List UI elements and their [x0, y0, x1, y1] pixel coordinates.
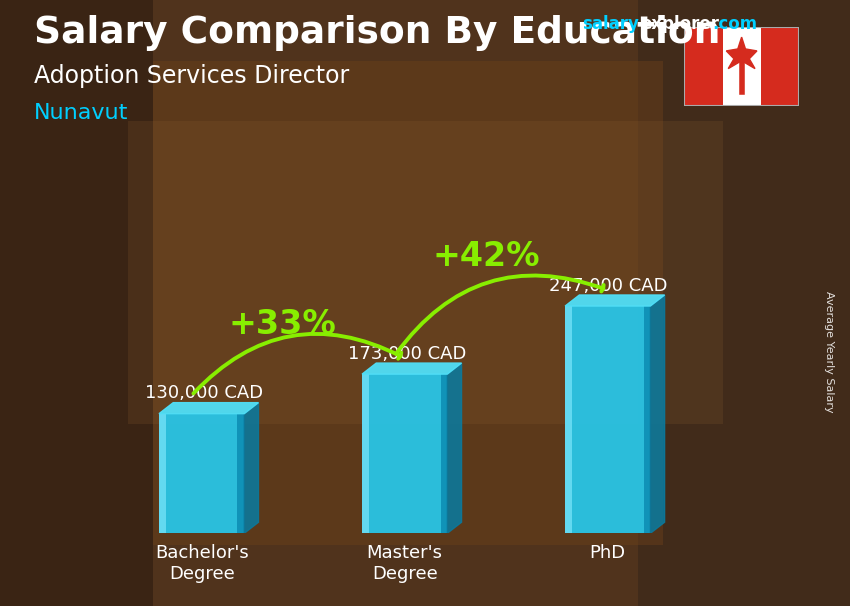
Bar [362, 374, 369, 533]
Bar [638, 0, 850, 606]
Text: +42%: +42% [432, 239, 540, 273]
Text: +33%: +33% [229, 308, 337, 341]
Text: Salary Comparison By Education: Salary Comparison By Education [34, 15, 720, 51]
Polygon shape [362, 363, 462, 374]
Bar [565, 306, 572, 533]
Text: Nunavut: Nunavut [34, 103, 128, 123]
Bar [643, 306, 650, 533]
Bar [362, 374, 447, 533]
Polygon shape [447, 363, 462, 533]
Polygon shape [565, 295, 665, 306]
Text: Adoption Services Director: Adoption Services Director [34, 64, 349, 88]
Bar [0, 0, 153, 606]
Bar [237, 414, 244, 533]
Bar [153, 61, 663, 545]
Polygon shape [650, 295, 665, 533]
Polygon shape [726, 37, 756, 68]
Text: 130,000 CAD: 130,000 CAD [144, 384, 263, 402]
Text: Average Yearly Salary: Average Yearly Salary [824, 291, 834, 412]
Bar [128, 121, 722, 424]
Text: 173,000 CAD: 173,000 CAD [348, 345, 466, 363]
Bar [159, 414, 166, 533]
Polygon shape [244, 402, 258, 533]
Text: .com: .com [712, 15, 757, 33]
Polygon shape [159, 402, 258, 414]
Text: 247,000 CAD: 247,000 CAD [548, 277, 667, 295]
Bar [722, 27, 761, 106]
Text: explorer: explorer [640, 15, 719, 33]
Bar [565, 306, 650, 533]
Bar [159, 414, 244, 533]
Bar [761, 27, 799, 106]
Bar [440, 374, 447, 533]
Text: salary: salary [582, 15, 639, 33]
Bar [684, 27, 722, 106]
